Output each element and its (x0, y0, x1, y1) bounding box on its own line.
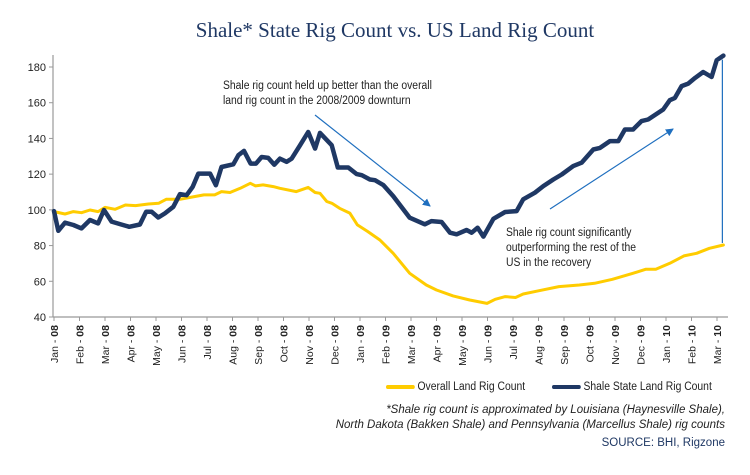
x-tick-label: Nov - 09 (610, 325, 622, 365)
x-tick-label: Aug - 08 (228, 325, 240, 365)
annotation-line: outperforming the rest of the (506, 242, 637, 254)
y-tick-label: 120 (28, 169, 46, 181)
x-tick-label: Nov - 08 (304, 325, 316, 365)
y-tick-label: 80 (34, 241, 46, 253)
x-tick-label: Jul - 08 (202, 325, 214, 360)
x-tick-label: Apr - 09 (432, 325, 444, 363)
x-tick-label: Jan - 09 (355, 325, 367, 363)
x-tick-label: Oct - 09 (585, 325, 597, 363)
x-tick-label: Sep - 08 (253, 325, 265, 365)
footnote-line: North Dakota (Bakken Shale) and Pennsylv… (335, 419, 725, 431)
source-note: SOURCE: BHI, Rigzone (601, 437, 725, 449)
x-tick-label: Feb - 09 (381, 325, 393, 364)
annotation-recovery: Shale rig count significantly outperform… (506, 226, 636, 271)
x-tick-label: Feb - 10 (687, 325, 699, 364)
y-tick-label: 160 (28, 98, 46, 110)
legend-swatch-shale (552, 385, 581, 389)
x-tick-label: Jun - 09 (483, 325, 495, 363)
x-tick-label: Mar - 10 (712, 325, 724, 364)
annotation-line: Shale rig count significantly (506, 227, 632, 239)
x-tick-label: Jul - 09 (508, 325, 520, 360)
annotation-downturn: Shale rig count held up better than the … (223, 79, 432, 109)
x-tick-label: Dec - 08 (330, 325, 342, 365)
x-tick-label: Aug - 09 (534, 325, 546, 365)
x-tick-label: Dec - 09 (636, 325, 648, 365)
x-tick-label: May - 09 (457, 325, 469, 366)
annotation-line: US in the recovery (506, 257, 592, 269)
series-line-land (52, 181, 725, 305)
legend-label-shale: Shale State Land Rig Count (583, 381, 712, 393)
annotation-arrow-recovery (549, 128, 674, 210)
y-tick-label: 60 (34, 276, 46, 288)
legend-item-shale: Shale State Land Rig Count (552, 381, 712, 393)
x-tick-label: Apr - 08 (126, 325, 138, 363)
x-tick-label: Jun - 08 (177, 325, 189, 363)
legend-swatch-land (386, 385, 415, 389)
x-tick-label: Mar - 09 (406, 325, 418, 364)
annotation-line: Shale rig count held up better than the … (223, 80, 432, 92)
legend-label-land: Overall Land Rig Count (417, 381, 526, 393)
y-tick-label: 140 (28, 133, 46, 145)
chart-title: Shale* State Rig Count vs. US Land Rig C… (195, 18, 595, 42)
annotation-arrow-downturn (314, 114, 431, 207)
series-line-shale (51, 53, 726, 239)
y-tick-label: 40 (34, 312, 46, 324)
x-tick-label: Feb - 08 (75, 325, 87, 364)
x-tick-label: Mar - 08 (100, 325, 112, 364)
x-tick-label: Jan - 10 (661, 325, 673, 363)
x-tick-label: Oct - 08 (279, 325, 291, 363)
footnote: *Shale rig count is approximated by Loui… (336, 403, 725, 433)
annotation-line: land rig count in the 2008/2009 downturn (223, 95, 411, 107)
legend-item-land: Overall Land Rig Count (386, 381, 525, 393)
footnote-line: *Shale rig count is approximated by Loui… (386, 404, 725, 416)
y-tick-label: 100 (28, 205, 46, 217)
x-tick-label: May - 08 (151, 325, 163, 366)
y-tick-label: 180 (28, 62, 46, 74)
x-tick-label: Sep - 09 (559, 325, 571, 365)
x-tick-label: Jan - 08 (49, 325, 61, 363)
